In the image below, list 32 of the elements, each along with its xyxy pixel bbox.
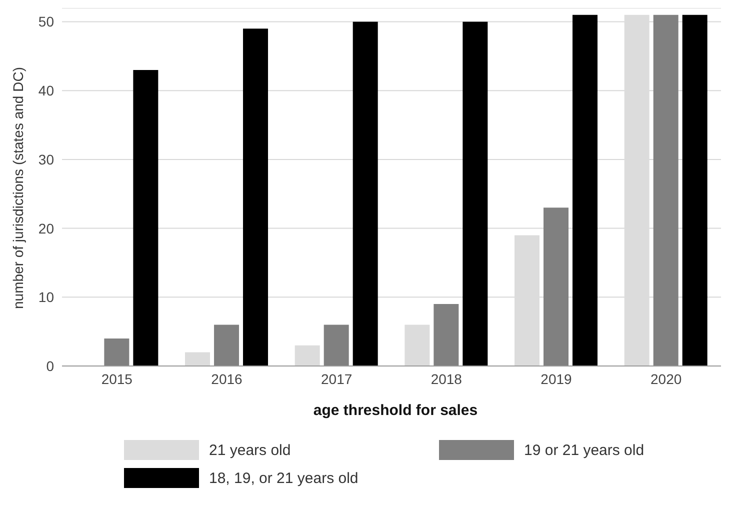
- bar: [404, 324, 430, 366]
- y-tick-label: 20: [38, 220, 54, 236]
- legend-label: 21 years old: [209, 442, 291, 458]
- y-tick-label: 10: [38, 289, 54, 306]
- x-axis-title: age threshold for sales: [312, 401, 479, 421]
- x-tick-label: 2016: [211, 370, 243, 387]
- bar: [133, 70, 158, 366]
- x-tick-label: 2017: [321, 370, 352, 387]
- bar: [243, 28, 268, 366]
- legend-label: 19 or 21 years old: [524, 442, 644, 458]
- bar: [185, 352, 210, 366]
- bar: [104, 338, 130, 366]
- bar: [294, 345, 320, 366]
- x-tick-label: 2019: [540, 370, 572, 387]
- y-tick-label: 0: [46, 358, 54, 374]
- y-tick-label: 40: [38, 82, 54, 99]
- bar: [462, 22, 488, 366]
- legend-label: 18, 19, or 21 years old: [209, 470, 358, 486]
- x-tick-label: 2015: [101, 370, 133, 387]
- x-tick-label: 2018: [430, 370, 462, 387]
- bar: [572, 14, 598, 366]
- x-tick-label: 2020: [650, 370, 682, 387]
- bar: [352, 22, 378, 366]
- y-tick-label: 50: [38, 14, 54, 30]
- y-tick-label: 30: [38, 151, 54, 168]
- bar: [682, 14, 708, 366]
- bar: [544, 208, 569, 366]
- bar: [653, 14, 678, 366]
- bar: [434, 304, 459, 366]
- bar: [214, 324, 240, 366]
- bar: [324, 324, 349, 366]
- y-axis-title: number of jurisdictions (states and DC): [10, 67, 26, 309]
